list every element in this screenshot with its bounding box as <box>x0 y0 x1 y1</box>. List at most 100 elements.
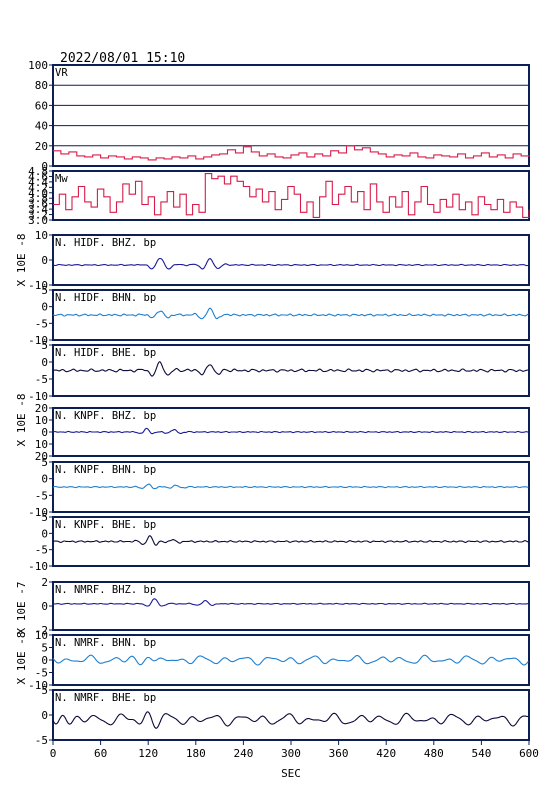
y-tick-label: -10 <box>28 390 48 403</box>
x-tick-label: 0 <box>50 747 57 760</box>
y-tick-label: 0 <box>41 356 48 369</box>
unit-label: X 10E -7 <box>15 582 28 635</box>
panel-label: N. NMRF. BHZ. bp <box>55 584 156 596</box>
panel-nmrf_bhz: 2 0 -2 N. NMRF. BHZ. bp X 10E -7 <box>15 576 530 637</box>
y-tick-label: 100 <box>28 59 48 72</box>
series-line-vr <box>53 145 530 161</box>
series-line-nmrf_bhn <box>52 654 529 666</box>
panel-mw: 4.84.64.44.24.03.83.63.43.23.0 Mw <box>28 165 530 227</box>
y-tick-label: 0 <box>41 527 48 540</box>
y-tick-label: 10 <box>35 438 48 451</box>
y-tick-label: -5 <box>35 317 48 330</box>
y-tick-label: 4.8 <box>28 165 48 178</box>
panel-label: N. NMRF. BHN. bp <box>55 637 156 649</box>
x-axis-label: SEC <box>281 767 301 780</box>
series-line-mw <box>53 173 530 218</box>
y-tick-label: 20 <box>35 402 48 415</box>
panel-label: N. KNPF. BHN. bp <box>55 464 156 476</box>
panel-knpf_bhn: 5 0 -5 -10 N. KNPF. BHN. bp <box>28 456 530 519</box>
series-line-nmrf_bhz <box>53 598 529 607</box>
panel-label: N. HIDF. BHZ. bp <box>55 237 156 249</box>
y-tick-label: 5 <box>41 456 48 469</box>
y-tick-label: 2 <box>41 576 48 589</box>
x-tick-label: 120 <box>138 747 158 760</box>
series-line-knpf_bhe <box>52 535 529 546</box>
series-line-hidf_bhz <box>52 257 529 270</box>
y-tick-label: 40 <box>35 120 48 133</box>
series-line-knpf_bhn <box>52 483 529 490</box>
panel-label: N. NMRF. BHE. bp <box>55 692 156 704</box>
panel-frame <box>52 170 530 221</box>
x-tick-label: 360 <box>329 747 349 760</box>
panel-hidf_bhz: 10 0 -10 N. HIDF. BHZ. bp X 10E -8 <box>15 229 530 292</box>
panels-group: 100806040200VR4.84.64.44.24.03.83.63.43.… <box>15 59 530 747</box>
panel-hidf_bhe: 5 0 -5 -10 N. HIDF. BHE. bp <box>28 339 530 403</box>
y-tick-label: -10 <box>28 334 48 347</box>
x-tick-label: 60 <box>94 747 107 760</box>
y-tick-label: -5 <box>35 544 48 557</box>
x-tick-label: 480 <box>424 747 444 760</box>
series-line-hidf_bhe <box>53 361 529 377</box>
x-tick-label: 300 <box>281 747 301 760</box>
y-tick-label: 5 <box>41 284 48 297</box>
panel-label: VR <box>55 67 68 79</box>
panel-label: N. KNPF. BHZ. bp <box>55 410 156 422</box>
x-tick-label: 180 <box>186 747 206 760</box>
y-tick-label: 20 <box>35 140 48 153</box>
y-tick-label: -5 <box>35 667 48 680</box>
chart-timestamp: 2022/08/01 15:10 <box>60 51 185 66</box>
x-tick-label: 420 <box>376 747 396 760</box>
y-tick-label: 5 <box>41 339 48 352</box>
y-tick-label: 0 <box>41 254 48 267</box>
x-tick-label: 240 <box>233 747 253 760</box>
series-line-nmrf_bhe <box>52 711 529 729</box>
y-tick-label: 3.2 <box>28 209 48 222</box>
y-tick-label: -10 <box>28 679 48 692</box>
panel-nmrf_bhe: 5 0 -5 N. NMRF. BHE. bp <box>35 684 530 747</box>
y-tick-label: -2 <box>35 624 48 637</box>
y-tick-label: 3.6 <box>28 198 48 211</box>
panel-frame <box>52 64 530 167</box>
y-tick-label: -5 <box>35 489 48 502</box>
y-tick-label: 0 <box>41 301 48 314</box>
unit-label: X 10E -8 <box>15 394 28 447</box>
unit-label: X 10E -8 <box>15 234 28 287</box>
y-tick-label: 5 <box>41 511 48 524</box>
x-axis: 0 60 120 180 240 300 360 420 480 540 600 <box>50 740 539 760</box>
y-tick-label: -5 <box>35 373 48 386</box>
y-tick-label: 0 <box>41 600 48 613</box>
y-tick-label: 4.4 <box>28 176 48 189</box>
y-tick-label: 4.2 <box>28 181 48 194</box>
panel-knpf_bhe: 5 0 -5 -10 N. KNPF. BHE. bp <box>28 511 530 573</box>
y-tick-label: 10 <box>35 629 48 642</box>
y-tick-label: 5 <box>41 642 48 655</box>
y-tick-label: 80 <box>35 79 48 92</box>
x-tick-label: 540 <box>471 747 491 760</box>
y-tick-label: 60 <box>35 99 48 112</box>
x-tick-label: 600 <box>519 747 539 760</box>
y-tick-label: 0 <box>41 426 48 439</box>
panel-label: N. KNPF. BHE. bp <box>55 519 156 531</box>
series-line-knpf_bhz <box>52 427 529 435</box>
y-tick-label: 0 <box>41 473 48 486</box>
y-tick-label: 10 <box>35 414 48 427</box>
panel-vr: 100 80 60 40 20 0 VR <box>28 59 530 173</box>
y-tick-label: -10 <box>28 560 48 573</box>
y-tick-label: -10 <box>28 279 48 292</box>
y-tick-label: 0 <box>41 709 48 722</box>
y-tick-label: 5 <box>41 684 48 697</box>
panel-label: Mw <box>55 173 68 185</box>
y-tick-label: 4.0 <box>28 187 48 200</box>
y-tick-label: 0 <box>41 654 48 667</box>
series-line-hidf_bhn <box>52 307 529 320</box>
panel-label: N. HIDF. BHE. bp <box>55 347 156 359</box>
y-tick-label: -5 <box>35 734 48 747</box>
y-tick-label: 3.0 <box>28 214 48 227</box>
y-tick-label: 20 <box>35 450 48 463</box>
y-tick-label: 10 <box>35 229 48 242</box>
y-tick-label: 0 <box>41 160 48 173</box>
